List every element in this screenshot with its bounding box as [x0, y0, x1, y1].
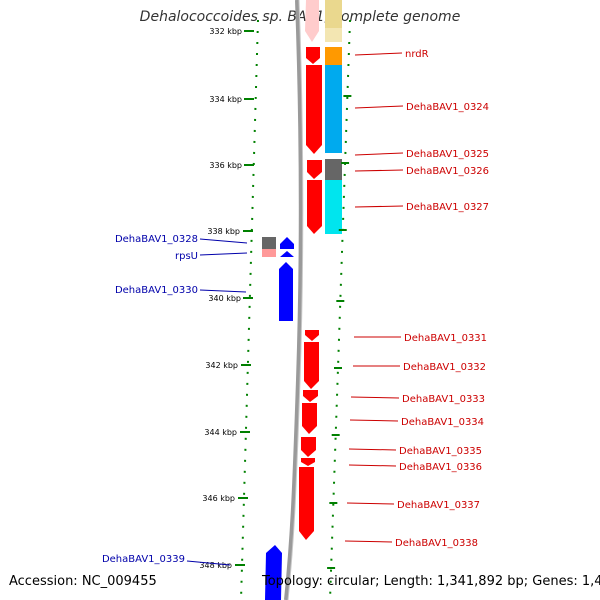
gene-label[interactable]: DehaBAV1_0336 — [399, 462, 482, 473]
reverse-strand-genes — [299, 0, 322, 540]
accession-text: Accession: NC_009455 — [9, 574, 157, 589]
scale-tick-label: 342 kbp — [205, 361, 238, 370]
gene-label[interactable]: DehaBAV1_0334 — [401, 417, 484, 428]
cog-block-orange — [325, 47, 342, 65]
gene-label[interactable]: DehaBAV1_0339 — [102, 554, 185, 565]
gene-arrow[interactable] — [307, 180, 322, 234]
gene-arrow[interactable] — [279, 262, 293, 321]
gene-arrow[interactable] — [305, 0, 319, 42]
scale-tick-label: 334 kbp — [209, 95, 242, 104]
gene-leader-line — [344, 540, 393, 543]
cog-color-column — [262, 0, 342, 257]
scale-tick-label: 344 kbp — [204, 428, 237, 437]
gene-arrow[interactable] — [280, 237, 294, 249]
gene-arrow[interactable] — [301, 437, 316, 457]
scale-tick-label: 346 kbp — [202, 494, 235, 503]
scale-ticks: 332 kbp 334 kbp 336 kbp 338 kbp 340 kbp 342 k… — [199, 27, 352, 570]
gene-arrow[interactable] — [302, 403, 317, 434]
gene-arrow[interactable] — [265, 545, 282, 600]
scale-tick-label: 332 kbp — [209, 27, 242, 36]
gene-label[interactable]: rpsU — [175, 251, 198, 262]
gene-leader-line — [350, 396, 400, 399]
scale-tick-label: 336 kbp — [209, 161, 242, 170]
gene-leader-line — [186, 560, 231, 566]
cog-block-beige-light — [325, 28, 342, 42]
scale-tick-label: 348 kbp — [199, 561, 232, 570]
gene-arrow[interactable] — [304, 342, 319, 389]
gene-label[interactable]: DehaBAV1_0324 — [406, 102, 489, 113]
cog-block-gray — [325, 159, 342, 180]
gene-label[interactable]: DehaBAV1_0327 — [406, 202, 489, 213]
gene-label[interactable]: DehaBAV1_0325 — [406, 149, 489, 160]
gene-arrow[interactable] — [303, 390, 318, 402]
gene-leader-line — [199, 252, 248, 256]
gene-leader-line — [354, 152, 404, 156]
gene-leader-line — [199, 289, 247, 293]
gene-label[interactable]: DehaBAV1_0328 — [115, 234, 198, 245]
gene-label[interactable]: nrdR — [405, 49, 429, 60]
gene-leader-line — [348, 448, 397, 451]
gene-leader-line — [354, 169, 404, 172]
gene-arrow[interactable] — [306, 47, 320, 64]
genome-backbone-highlight — [287, 0, 304, 600]
gene-leader-line — [349, 419, 399, 422]
forward-strand-genes — [265, 237, 294, 600]
gene-label[interactable]: DehaBAV1_0326 — [406, 166, 489, 177]
scale-track-guide — [240, 19, 259, 600]
gene-label[interactable]: DehaBAV1_0338 — [395, 538, 478, 549]
gene-arrow[interactable] — [301, 458, 315, 466]
gene-arrow[interactable] — [307, 160, 322, 179]
gene-label[interactable]: DehaBAV1_0330 — [115, 285, 198, 296]
topology-text: Topology: circular; Length: 1,341,892 bp… — [262, 574, 600, 589]
gene-label[interactable]: DehaBAV1_0332 — [403, 362, 486, 373]
gene-arrow[interactable] — [306, 65, 322, 154]
cog-block-pink-forward — [262, 249, 276, 257]
gene-arrow[interactable] — [305, 330, 319, 341]
gene-label[interactable]: DehaBAV1_0331 — [404, 333, 487, 344]
gene-label[interactable]: DehaBAV1_0337 — [397, 500, 480, 511]
gene-leader-line — [199, 238, 248, 244]
scale-tick-label: 338 kbp — [207, 227, 240, 236]
genome-backbone — [284, 0, 303, 600]
gene-label[interactable]: DehaBAV1_0333 — [402, 394, 485, 405]
cog-block-beige — [325, 0, 342, 28]
cog-block-cyan — [325, 180, 342, 234]
gene-leader-line — [354, 105, 404, 109]
gene-arrow[interactable] — [299, 467, 314, 540]
gene-labels: nrdR DehaBAV1_0324 DehaBAV1_0325 DehaBAV1_0… — [102, 49, 489, 566]
gene-leader-line — [354, 205, 404, 208]
gene-leader-line — [348, 464, 397, 467]
gene-arrow[interactable] — [280, 251, 294, 257]
cog-block-blue — [325, 65, 342, 153]
gene-label[interactable]: DehaBAV1_0335 — [399, 446, 482, 457]
gene-leader-line — [346, 502, 395, 505]
cog-block-gray-forward — [262, 237, 276, 249]
scale-tick-label: 340 kbp — [208, 294, 241, 303]
gene-leader-line — [354, 52, 403, 56]
